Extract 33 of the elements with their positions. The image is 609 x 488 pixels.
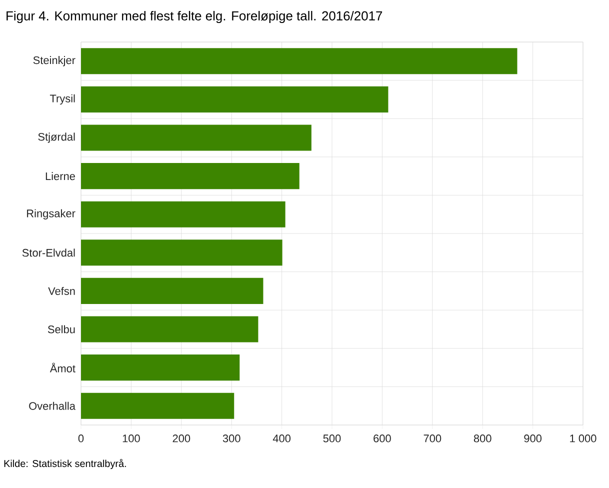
y-tick-label: Ringsaker [27, 209, 76, 220]
x-tick-label: 400 [272, 434, 291, 442]
y-tick-label: Vefsn [48, 286, 75, 295]
y-tick-label: Åmot [50, 362, 76, 372]
bar [81, 392, 234, 419]
bar [81, 354, 240, 381]
x-tick-label: 900 [524, 434, 542, 442]
bar [81, 201, 286, 228]
y-tick-label: Steinkjer [33, 56, 76, 66]
bar [81, 278, 264, 304]
x-tick-label: 200 [172, 434, 190, 442]
x-tick-label: 100 [122, 434, 140, 442]
bar [81, 240, 282, 266]
x-tick-label: 500 [323, 434, 341, 442]
bar [81, 124, 312, 151]
y-tick-label: Stor-Elvdal [22, 248, 75, 257]
x-tick-label: 300 [222, 434, 240, 442]
x-tick-label: 0 [78, 434, 84, 442]
y-tick-label: Lierne [46, 172, 75, 180]
bar [81, 316, 258, 342]
y-tick-label: Selbu [48, 325, 75, 334]
x-tick-label: 1 000 [570, 434, 596, 442]
y-tick-label: Stjørdal [38, 132, 75, 143]
x-tick-label: 800 [474, 434, 492, 442]
bar [81, 86, 388, 112]
y-tick-label: Overhalla [29, 402, 76, 410]
bar [81, 48, 518, 74]
chart-title: Figur 4. Kommuner med flest felte elg. Foreløpige tall. 2016/2017 [6, 10, 382, 24]
x-tick-label: 600 [374, 434, 391, 442]
text: Kilde: Statistisk sentralbyrå. [4, 458, 126, 470]
y-tick-label: Trysil [50, 94, 75, 105]
x-tick-label: 700 [424, 434, 442, 442]
bar [81, 163, 300, 190]
